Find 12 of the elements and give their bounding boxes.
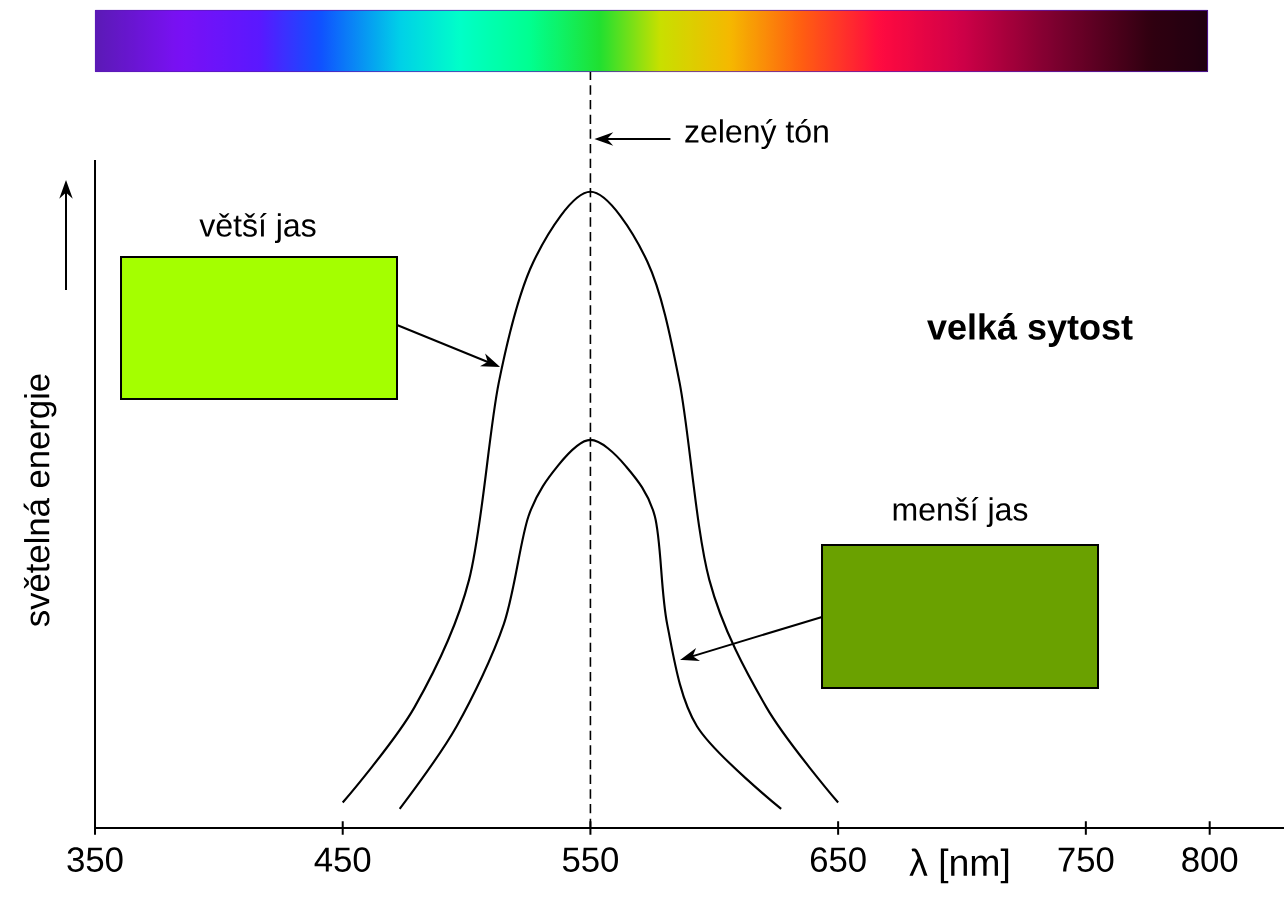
x-tick-label: 550 — [562, 847, 618, 872]
annotation: větší jas — [199, 212, 316, 244]
x-axis-title: λ [nm] — [909, 848, 1009, 884]
x-tick-label: 800 — [1182, 847, 1238, 872]
x-tick-label: 650 — [810, 847, 866, 872]
ref-line-label: zelený tón — [685, 118, 828, 150]
annotation: menší jas — [893, 496, 1028, 528]
x-tick-label: 350 — [67, 847, 123, 872]
x-tick-label: 750 — [1058, 847, 1114, 872]
x-tick-label: 450 — [314, 847, 371, 872]
annotation: velká sytost — [927, 313, 1133, 347]
y-axis-title: světelná energie — [23, 374, 57, 627]
